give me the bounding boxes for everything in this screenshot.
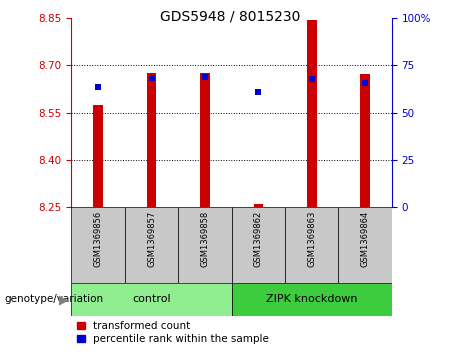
Point <box>148 75 155 81</box>
Bar <box>125 207 178 283</box>
Text: GSM1369858: GSM1369858 <box>201 211 209 267</box>
Text: ZIPK knockdown: ZIPK knockdown <box>266 294 357 305</box>
Legend: transformed count, percentile rank within the sample: transformed count, percentile rank withi… <box>77 321 269 344</box>
Text: GDS5948 / 8015230: GDS5948 / 8015230 <box>160 9 301 23</box>
Bar <box>307 20 317 207</box>
Bar <box>231 207 285 283</box>
Point <box>308 77 315 82</box>
Text: control: control <box>132 294 171 305</box>
Text: GSM1369856: GSM1369856 <box>94 211 103 267</box>
Point <box>254 89 262 95</box>
Bar <box>71 207 125 283</box>
Text: GSM1369863: GSM1369863 <box>307 211 316 267</box>
Bar <box>231 283 392 316</box>
Bar <box>338 207 392 283</box>
Text: ▶: ▶ <box>59 293 68 306</box>
Text: GSM1369857: GSM1369857 <box>147 211 156 267</box>
Bar <box>200 73 210 207</box>
Point <box>361 80 369 86</box>
Bar <box>93 105 103 207</box>
Bar <box>285 207 338 283</box>
Bar <box>254 204 263 207</box>
Text: GSM1369864: GSM1369864 <box>361 211 370 267</box>
Bar <box>361 74 370 207</box>
Text: GSM1369862: GSM1369862 <box>254 211 263 267</box>
Text: genotype/variation: genotype/variation <box>5 294 104 305</box>
Point <box>201 74 209 80</box>
Bar <box>178 207 231 283</box>
Point <box>95 84 102 90</box>
Bar <box>147 73 156 207</box>
Bar <box>71 283 231 316</box>
